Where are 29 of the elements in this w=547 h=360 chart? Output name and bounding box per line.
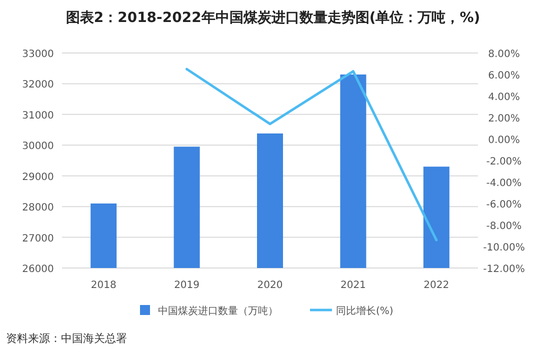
y2-tick-label: -8.00% bbox=[486, 221, 522, 232]
x-tick-label: 2018 bbox=[90, 280, 116, 291]
y-tick-label: 33000 bbox=[22, 49, 54, 60]
y-tick-label: 26000 bbox=[22, 264, 54, 275]
line-series bbox=[186, 68, 438, 242]
x-tick-label: 2021 bbox=[340, 280, 366, 291]
x-tick-label: 2020 bbox=[257, 280, 283, 291]
y-tick-label: 30000 bbox=[22, 141, 54, 152]
y2-tick-label: 0.00% bbox=[488, 135, 520, 146]
y2-tick-label: 6.00% bbox=[488, 70, 520, 82]
y-tick-label: 28000 bbox=[22, 202, 54, 214]
y-tick-label: 27000 bbox=[22, 233, 54, 244]
x-tick-label: 2022 bbox=[424, 280, 450, 291]
chart-title: 图表2：2018-2022年中国煤炭进口数量走势图(单位：万吨，%) bbox=[66, 10, 480, 26]
y-tick-label: 32000 bbox=[22, 80, 54, 91]
text: 资料来源：中国海关总署 bbox=[6, 332, 127, 345]
legend-label: 中国煤炭进口数量（万吨） bbox=[158, 305, 278, 317]
legend-label: 同比增长(%) bbox=[336, 305, 394, 317]
y2-tick-label: 2.00% bbox=[488, 114, 520, 124]
y2-tick-label: -6.00% bbox=[486, 200, 522, 210]
y-tick-label: 29000 bbox=[22, 172, 54, 183]
y2-tick-label: -4.00% bbox=[486, 178, 522, 189]
x-tick-label: 2019 bbox=[174, 280, 200, 291]
y2-tick-label: 8.00% bbox=[488, 49, 520, 60]
y2-tick-label: -12.00% bbox=[483, 264, 525, 275]
y2-tick-label: -10.00% bbox=[483, 242, 525, 254]
y2-tick-label: 4.00% bbox=[488, 92, 520, 103]
y2-tick-label: -2.00% bbox=[486, 156, 522, 168]
y-tick-label: 31000 bbox=[22, 110, 54, 122]
